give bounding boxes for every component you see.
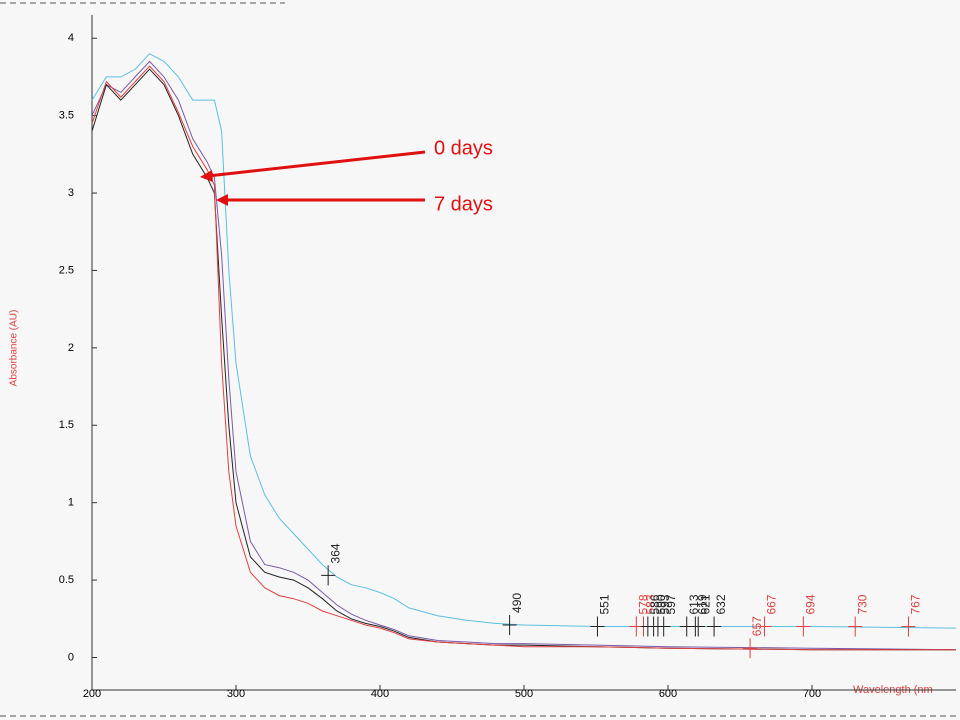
spectrum-line (91, 60, 957, 651)
peak-label: 364 (328, 543, 342, 563)
peak-label: 619 (696, 594, 710, 614)
peak-marker (691, 616, 706, 637)
y-tick-label: 1 (68, 497, 74, 509)
peak-marker (743, 638, 758, 659)
spectrum-line (91, 53, 957, 629)
peak-label: 551 (598, 594, 612, 614)
y-tick-label: 0.5 (59, 574, 74, 586)
arrowhead (200, 170, 213, 182)
peak-label: 767 (909, 594, 923, 614)
peak-label: 613 (687, 594, 701, 614)
peak-marker (502, 614, 517, 635)
peak-label: 578 (636, 594, 650, 614)
peak-label: 490 (510, 593, 524, 613)
arrowhead (216, 194, 228, 206)
x-tick-label: 400 (371, 688, 389, 700)
x-tick-label: 500 (515, 688, 533, 700)
peak-marker (757, 616, 772, 637)
y-tick-label: 3 (68, 187, 74, 199)
peak-label: 667 (765, 594, 779, 614)
peak-label: 586 (648, 594, 662, 614)
annotation: 0 days (434, 137, 493, 159)
annotation-arrow (207, 150, 426, 178)
peak-marker (796, 616, 811, 637)
peak-label: 597 (664, 594, 678, 614)
y-tick-label: 0 (68, 651, 74, 663)
x-tick-label: 200 (83, 688, 101, 700)
x-tick-label: 700 (803, 688, 821, 700)
peak-label: 730 (855, 594, 869, 614)
x-tick-label: 300 (227, 688, 245, 700)
peak-label: 583 (644, 594, 658, 614)
y-axis-label: Absorbance (AU) (9, 310, 20, 387)
y-tick-label: 2 (68, 342, 74, 354)
annotation: 7 days (434, 193, 493, 215)
peak-marker (901, 616, 916, 637)
peak-marker (590, 616, 605, 637)
peak-marker (656, 616, 671, 637)
peak-label: 590 (654, 594, 668, 614)
peak-label: 657 (750, 616, 764, 636)
y-tick-label: 1.5 (59, 419, 74, 431)
peak-label: 632 (714, 594, 728, 614)
peak-marker (848, 616, 863, 637)
y-tick-label: 3.5 (59, 110, 74, 122)
y-tick-label: 2.5 (59, 264, 74, 276)
x-tick-label: 600 (659, 688, 677, 700)
peak-marker (707, 616, 722, 637)
peak-label: 593 (658, 594, 672, 614)
spectrum-line (91, 65, 956, 651)
peak-marker (321, 565, 336, 586)
peak-label: 621 (698, 594, 712, 614)
y-tick-label: 4 (68, 32, 74, 44)
peak-label: 694 (804, 594, 818, 614)
